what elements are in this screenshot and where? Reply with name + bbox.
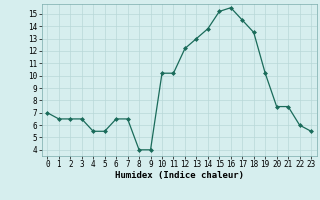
- X-axis label: Humidex (Indice chaleur): Humidex (Indice chaleur): [115, 171, 244, 180]
